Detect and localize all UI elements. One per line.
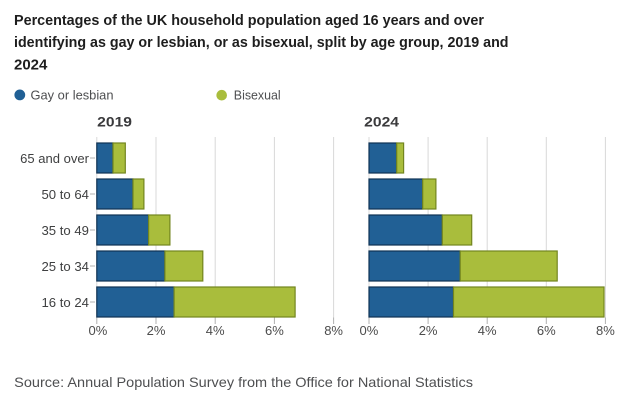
svg-text:Source: Annual Population Surv: Source: Annual Population Survey from th…: [14, 374, 473, 390]
svg-text:Percentages of the UK househol: Percentages of the UK household populati…: [14, 12, 484, 29]
svg-text:4%: 4%: [206, 323, 225, 338]
svg-text:6%: 6%: [537, 323, 556, 338]
svg-text:0%: 0%: [89, 323, 108, 338]
svg-text:25 to 34: 25 to 34: [42, 259, 90, 274]
svg-text:50 to 64: 50 to 64: [42, 187, 90, 202]
svg-text:35 to 49: 35 to 49: [42, 223, 90, 238]
svg-text:6%: 6%: [265, 323, 284, 338]
svg-text:2024: 2024: [364, 114, 399, 130]
svg-text:16 to 24: 16 to 24: [42, 295, 90, 310]
svg-text:Gay or lesbian: Gay or lesbian: [31, 87, 114, 102]
svg-text:0%: 0%: [360, 323, 379, 338]
svg-text:8%: 8%: [324, 323, 343, 338]
svg-text:8%: 8%: [596, 323, 615, 338]
svg-text:4%: 4%: [478, 323, 497, 338]
svg-text:2%: 2%: [419, 323, 438, 338]
svg-text:2%: 2%: [147, 323, 166, 338]
svg-text:2019: 2019: [97, 114, 132, 130]
svg-text:65 and over: 65 and over: [20, 151, 89, 166]
svg-text:Bisexual: Bisexual: [234, 87, 281, 102]
svg-text:2024: 2024: [14, 56, 48, 73]
svg-text:identifying as gay or lesbian,: identifying as gay or lesbian, or as bis…: [14, 34, 509, 51]
